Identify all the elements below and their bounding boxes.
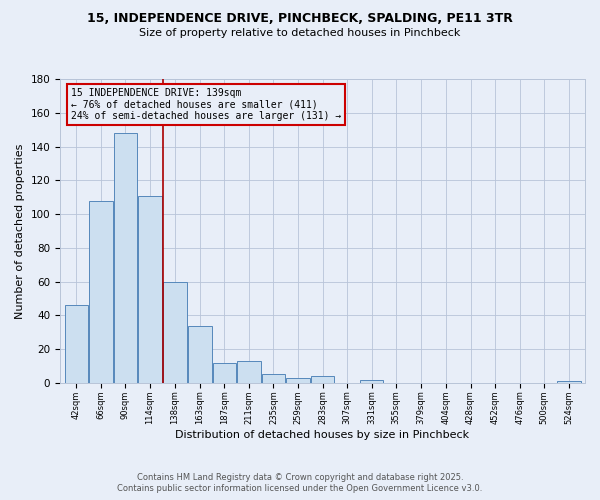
X-axis label: Distribution of detached houses by size in Pinchbeck: Distribution of detached houses by size … <box>175 430 470 440</box>
Bar <box>163 282 187 383</box>
Bar <box>212 362 236 383</box>
Text: Contains HM Land Registry data © Crown copyright and database right 2025.: Contains HM Land Registry data © Crown c… <box>137 472 463 482</box>
Bar <box>286 378 310 383</box>
Bar <box>188 326 212 383</box>
Bar <box>557 381 581 383</box>
Bar <box>113 133 137 383</box>
Bar <box>262 374 286 383</box>
Bar <box>138 196 162 383</box>
Bar <box>237 361 261 383</box>
Text: 15 INDEPENDENCE DRIVE: 139sqm
← 76% of detached houses are smaller (411)
24% of : 15 INDEPENDENCE DRIVE: 139sqm ← 76% of d… <box>71 88 341 122</box>
Bar <box>65 306 88 383</box>
Text: Size of property relative to detached houses in Pinchbeck: Size of property relative to detached ho… <box>139 28 461 38</box>
Bar <box>89 200 113 383</box>
Bar <box>311 376 334 383</box>
Text: 15, INDEPENDENCE DRIVE, PINCHBECK, SPALDING, PE11 3TR: 15, INDEPENDENCE DRIVE, PINCHBECK, SPALD… <box>87 12 513 26</box>
Text: Contains public sector information licensed under the Open Government Licence v3: Contains public sector information licen… <box>118 484 482 493</box>
Bar <box>359 380 383 383</box>
Y-axis label: Number of detached properties: Number of detached properties <box>15 144 25 318</box>
